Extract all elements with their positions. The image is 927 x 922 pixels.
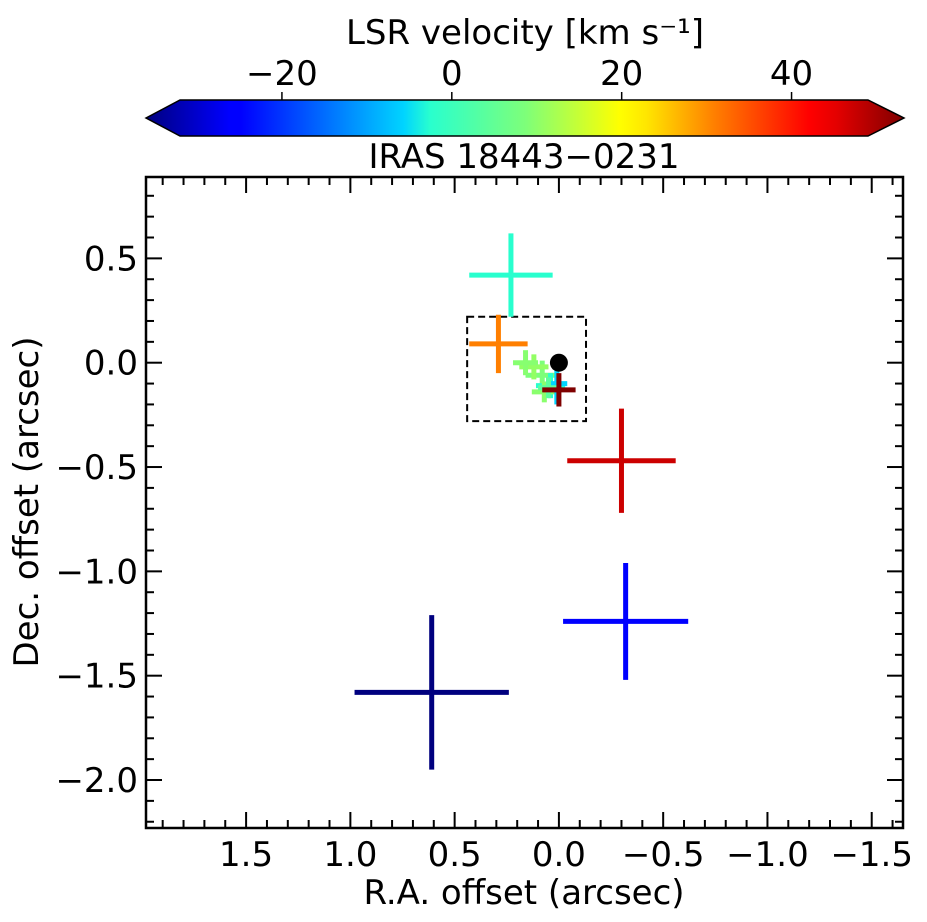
plot-area: 1.5 1.0 0.5 0.0 −0.5 −1.0 −1.5 0.50.0−0.5−1.0−… bbox=[55, 175, 913, 875]
x-tick-label: 1.5 bbox=[219, 835, 273, 875]
y-tick-label: −1.0 bbox=[55, 552, 138, 592]
x-axis-ticks: 1.5 1.0 0.5 0.0 −0.5 −1.0 −1.5 bbox=[161, 177, 913, 875]
y-axis-label: Dec. offset (arcsec) bbox=[7, 336, 47, 667]
plot-frame bbox=[144, 175, 905, 830]
y-tick-label: 0.5 bbox=[84, 239, 138, 279]
colorbar-tick-label: 20 bbox=[600, 54, 643, 94]
y-tick-label: −2.0 bbox=[55, 761, 138, 801]
colorbar-tick-label: 0 bbox=[441, 54, 463, 94]
colorbar: LSR velocity [km s⁻¹] −20 0 20 40 bbox=[144, 13, 906, 137]
colorbar-ticks: −20 0 20 40 bbox=[246, 54, 813, 100]
y-axis-ticks: 0.5 0.0 −0.5 −1.0 −1.5 −2.0 bbox=[55, 194, 903, 823]
data-markers bbox=[354, 233, 689, 770]
x-tick-label: 1.0 bbox=[323, 835, 377, 875]
colorbar-tick-label: −20 bbox=[246, 54, 318, 94]
maser-2-marker bbox=[563, 563, 689, 680]
x-tick-label: −1.0 bbox=[726, 835, 809, 875]
colorbar-gradient bbox=[144, 99, 906, 137]
maser-4-marker bbox=[469, 314, 528, 374]
x-tick-label: −0.5 bbox=[622, 835, 705, 875]
y-tick-label: −0.5 bbox=[55, 448, 138, 488]
maser-3-marker bbox=[469, 233, 553, 317]
maser-8-marker bbox=[513, 350, 539, 376]
reference-point bbox=[549, 353, 568, 372]
y-tick-label: −1.5 bbox=[55, 657, 138, 697]
x-tick-label: 0.5 bbox=[428, 835, 482, 875]
x-tick-label: −1.5 bbox=[830, 835, 913, 875]
chart-title: IRAS 18443−0231 bbox=[368, 137, 679, 177]
x-axis-label: R.A. offset (arcsec) bbox=[363, 873, 684, 913]
colorbar-label: LSR velocity [km s⁻¹] bbox=[346, 13, 704, 53]
maser-1-marker bbox=[354, 615, 509, 770]
maser-13-marker bbox=[542, 373, 576, 407]
inset-box bbox=[466, 315, 588, 423]
maser-5-marker bbox=[567, 408, 676, 513]
y-tick-label: 0.0 bbox=[84, 344, 138, 384]
colorbar-tick-label: 40 bbox=[770, 54, 813, 94]
x-tick-label: 0.0 bbox=[532, 835, 586, 875]
